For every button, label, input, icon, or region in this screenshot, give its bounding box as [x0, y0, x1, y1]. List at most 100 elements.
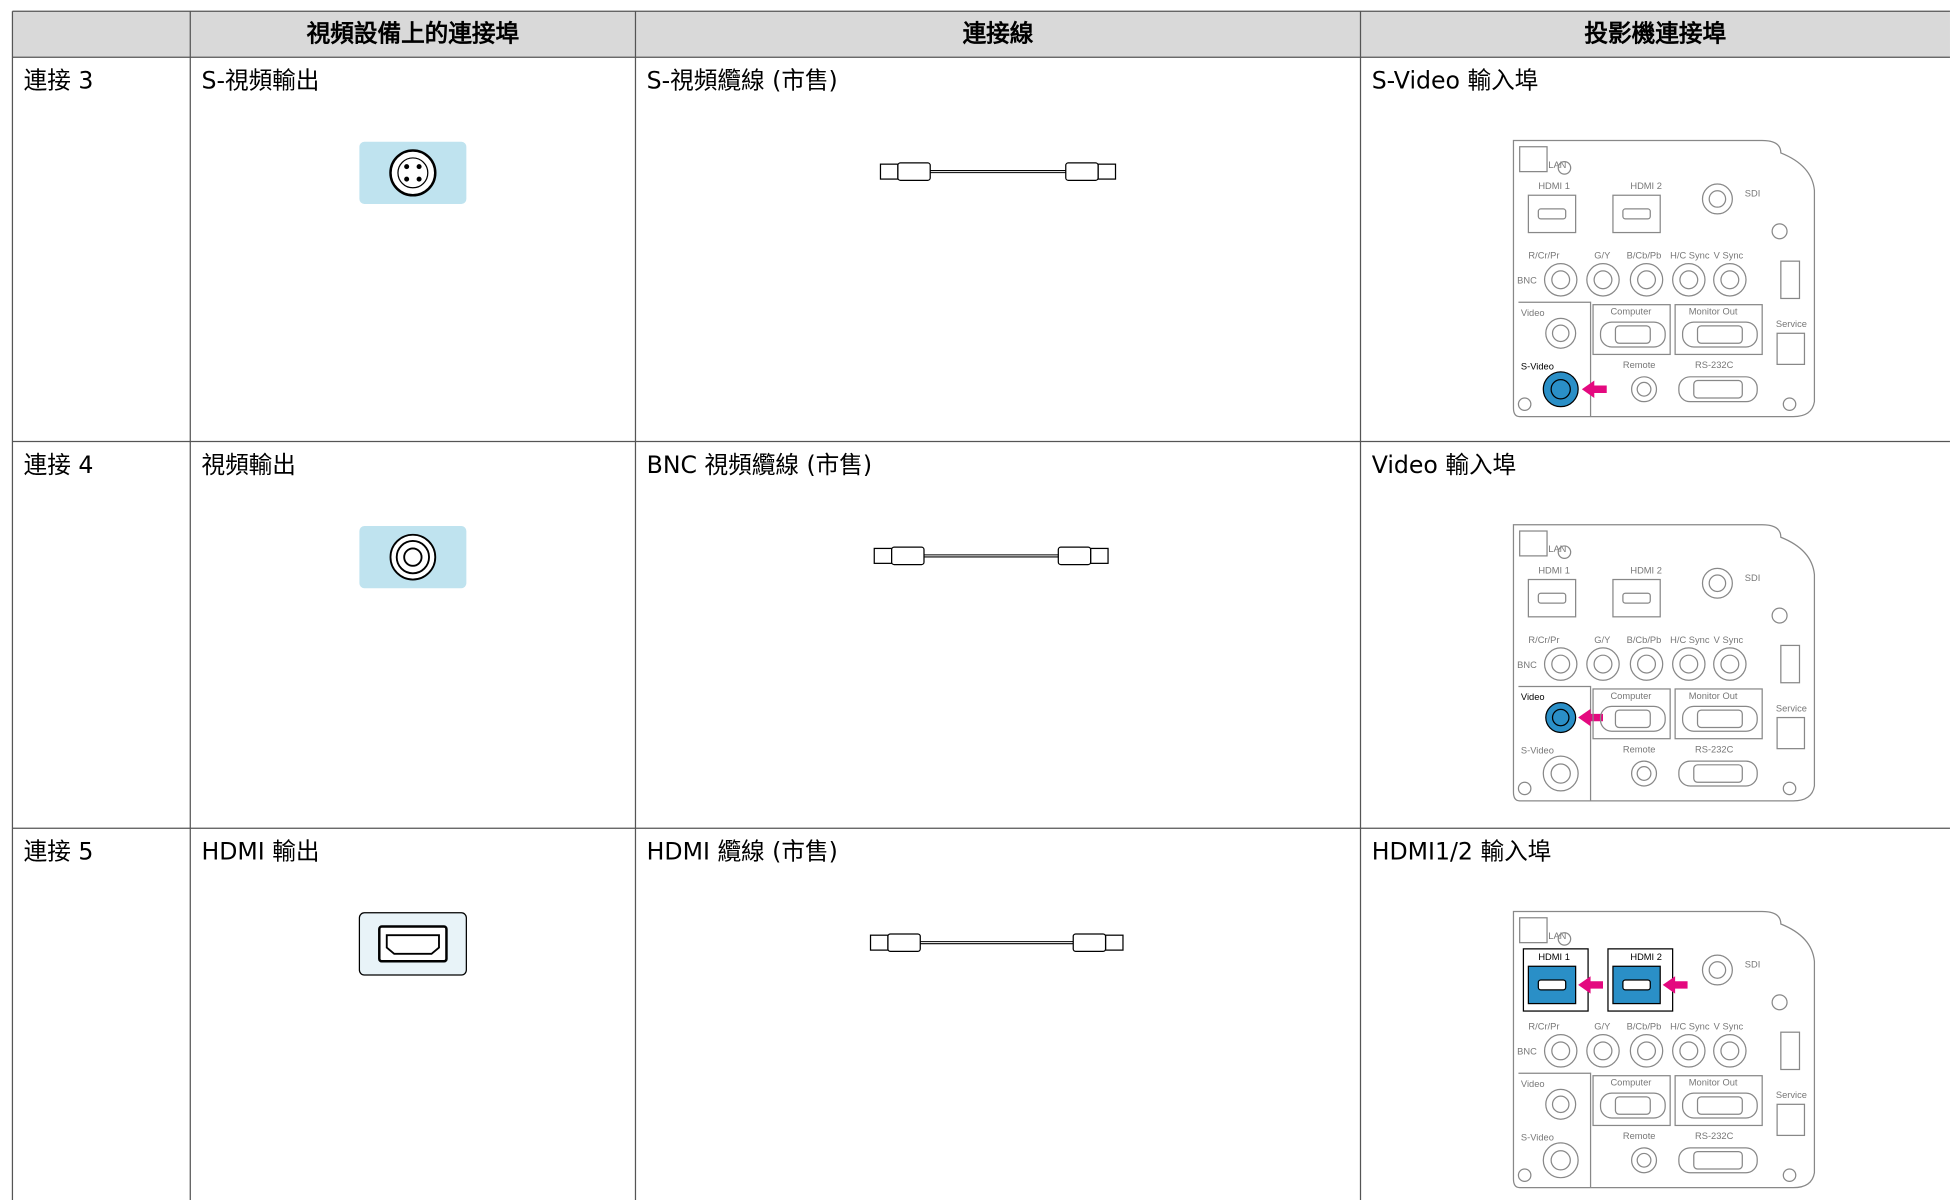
jack-inner [1679, 270, 1699, 290]
cable [869, 933, 1124, 952]
wireless [1780, 1031, 1801, 1071]
cell-text: S-視頻纜線 (市售) [647, 67, 838, 95]
panel-label: HDMI 2 [1630, 952, 1662, 962]
cell-text: S-Video 輸入埠 [1372, 67, 1539, 95]
panel-label: HDMI 1 [1538, 565, 1570, 575]
cell-text: HDMI 纜線 (市售) [647, 838, 838, 866]
hdmi-port [1527, 965, 1577, 1005]
device-port [359, 141, 467, 204]
jack-inner [1550, 763, 1571, 784]
panel-label: HDMI 2 [1630, 565, 1662, 575]
pin [404, 164, 410, 170]
panel-label: LAN [1548, 544, 1566, 554]
hdmi-slot [1537, 592, 1567, 604]
jack [1542, 755, 1579, 792]
panel-label: G/Y [1594, 635, 1610, 645]
d-sub-port [1681, 321, 1758, 348]
jack [1545, 702, 1577, 734]
panel-label: Video [1521, 1079, 1545, 1089]
screw [1771, 607, 1788, 624]
device-port [358, 912, 467, 976]
panel-label: G/Y [1594, 1022, 1610, 1032]
jack [1543, 647, 1578, 681]
projector-panel: LAN HDMI 1 HDMI 2 SDI R/Cr/Pr G/Y B/Cb/Pb H/C S… [1512, 524, 1816, 802]
hdmi-slot [1622, 208, 1651, 220]
jack [1543, 263, 1578, 297]
jack-inner [1679, 654, 1699, 674]
panel-label: SDI [1745, 573, 1761, 583]
jack-inner [1550, 379, 1571, 400]
plug-body [1065, 162, 1099, 181]
panel-label: Monitor Out [1689, 307, 1738, 317]
panel-label: V Sync [1714, 635, 1744, 645]
jack [1630, 376, 1658, 403]
d-sub-port [1599, 705, 1666, 732]
panel-label: Computer [1610, 307, 1651, 317]
header-cell: 投影機連接埠 [1584, 19, 1726, 47]
panel-label: Monitor Out [1689, 1078, 1738, 1088]
jack-inner [1636, 381, 1652, 397]
monitor-frame [1674, 688, 1763, 740]
jack-inner [1551, 270, 1571, 290]
cell-text: 連接 3 [24, 67, 94, 95]
panel-label: S-Video [1521, 1132, 1554, 1142]
panel-label: Video [1521, 308, 1545, 318]
jack [1672, 1034, 1706, 1068]
plug-tip [869, 934, 889, 951]
jack-inner [1636, 766, 1652, 781]
pin [404, 176, 410, 182]
panel-label: Remote [1623, 360, 1656, 370]
jack-inner [1708, 961, 1727, 979]
jack [1545, 1088, 1577, 1120]
led [1557, 161, 1572, 175]
jack [1629, 647, 1664, 681]
jack-inner [1637, 1041, 1657, 1061]
jack-inner [1551, 708, 1570, 727]
jack [1629, 1034, 1664, 1068]
plug-tip [1097, 163, 1117, 180]
led [1557, 545, 1572, 559]
jack-inner [1720, 654, 1740, 674]
cell-text: HDMI 輸出 [201, 838, 319, 866]
panel-label: S-Video [1521, 746, 1554, 756]
wireless [1780, 260, 1801, 300]
cell-text: 連接 4 [24, 451, 94, 479]
arrow [1578, 708, 1604, 727]
jack-inner [1551, 654, 1571, 674]
panel-label: RS-232C [1695, 744, 1734, 754]
lan-port [1519, 146, 1548, 173]
jack-inner [1636, 1152, 1652, 1168]
projector-panel: LAN HDMI 1 HDMI 2 SDI R/Cr/Pr G/Y B/Cb/Pb H/C S… [1512, 139, 1816, 418]
jack-inner [1637, 654, 1657, 674]
foot [1517, 781, 1532, 796]
jack-inner [1593, 1041, 1613, 1061]
lan-port [1519, 530, 1548, 557]
cell-text: HDMI1/2 輸入埠 [1372, 838, 1552, 866]
header-cell: 連接線 [963, 19, 1034, 47]
d-sub-port-inner [1693, 764, 1743, 783]
panel-label: Service [1776, 1090, 1807, 1100]
panel-label: Service [1776, 703, 1807, 713]
panel-label: Video [1521, 692, 1545, 702]
plug-tip [879, 163, 899, 180]
panel-label: Remote [1623, 744, 1656, 754]
service-port [1776, 716, 1806, 750]
panel-label: SDI [1745, 188, 1761, 198]
jack-inner [1551, 324, 1570, 343]
panel-label: BNC [1517, 660, 1537, 670]
jack-inner [1720, 270, 1740, 290]
arrow [1581, 380, 1607, 398]
panel-label: RS-232C [1695, 360, 1734, 370]
plug-body [887, 933, 921, 952]
cell-text: BNC 視頻纜線 (市售) [647, 451, 872, 479]
header-bg [12, 11, 1950, 58]
panel-label: B/Cb/Pb [1627, 1022, 1662, 1032]
hdmi-slot [1622, 592, 1651, 604]
pin [416, 176, 422, 182]
d-sub-port [1681, 705, 1758, 732]
panel-label: Service [1776, 319, 1807, 329]
jack [1543, 1034, 1578, 1068]
panel-label: B/Cb/Pb [1627, 251, 1662, 261]
d-sub-port-inner [1693, 379, 1743, 399]
d-sub-port [1678, 1147, 1758, 1174]
